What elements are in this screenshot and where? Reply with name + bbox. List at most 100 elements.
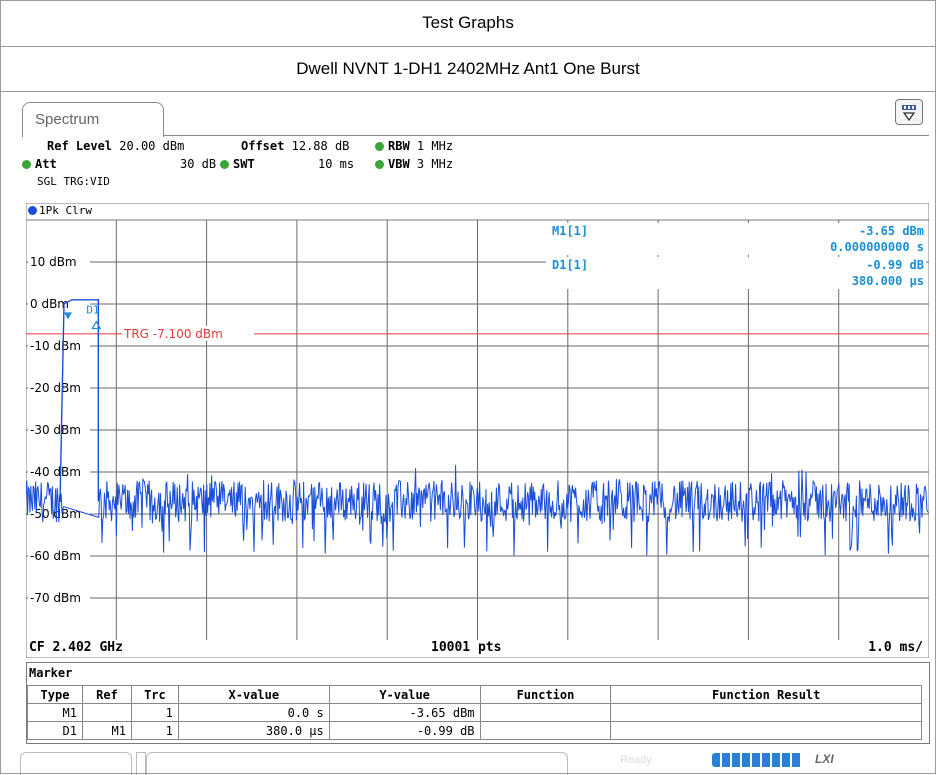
rbw-setting: RBW 1 MHz <box>375 139 453 153</box>
spectrum-plot: 10 dBm 0 dBm -10 dBm -20 dBm -30 dBm -40 dBm -… <box>26 203 929 658</box>
marker-cell <box>479 703 612 722</box>
vbw-value: 3 MHz <box>416 157 454 171</box>
y-tick-label-bg <box>28 338 90 353</box>
y-tick-label: -20 dBm <box>30 381 81 395</box>
marker-readout-bg <box>546 223 926 255</box>
y-tick-label-bg <box>28 590 90 605</box>
rbw-led-icon <box>375 142 384 151</box>
swt-value: 10 ms <box>318 157 355 171</box>
marker-d1-symbol <box>91 320 102 330</box>
marker-column-header: X-value <box>177 685 330 704</box>
y-tick-label-bg <box>28 464 90 479</box>
trace-dot-icon <box>28 206 37 215</box>
y-tick-label: -70 dBm <box>30 591 81 605</box>
att-label: Att <box>35 157 57 171</box>
marker-table: Marker Type Ref Trc X-value Y-value Function F… <box>26 662 930 744</box>
status-field-1 <box>20 752 132 775</box>
ref-level-value: 20.00 dBm <box>119 139 185 153</box>
trace-label: 1Pk Clrw <box>28 204 92 217</box>
marker-column-header: Y-value <box>328 685 481 704</box>
swt-label: SWT <box>233 157 255 171</box>
marker-cell: 0.0 s <box>177 703 330 722</box>
trace-label-text: 1Pk Clrw <box>39 204 92 217</box>
marker-header-row: Type Ref Trc X-value Y-value Function Function… <box>27 685 922 704</box>
y-tick-label: -30 dBm <box>30 423 81 437</box>
marker-grid: Type Ref Trc X-value Y-value Function Function… <box>27 685 922 740</box>
tab-divider <box>163 135 929 136</box>
marker-row: D1 M1 1 380.0 µs -0.99 dB <box>27 721 922 740</box>
marker-readout-value: -0.99 dB <box>866 258 924 272</box>
rbw-value: 1 MHz <box>416 139 454 153</box>
y-tick-label: -40 dBm <box>30 465 81 479</box>
marker-readout-bg <box>546 257 926 289</box>
marker-cell: -3.65 dBm <box>328 703 481 722</box>
att-led-icon <box>22 160 31 169</box>
tab-spectrum-label: Spectrum <box>35 111 100 128</box>
burst-trace <box>59 299 100 502</box>
y-tick-label-bg <box>28 422 90 437</box>
page-title: Test Graphs <box>0 0 936 47</box>
marker-cell: M1 <box>27 703 83 722</box>
marker-cell: D1 <box>27 721 83 740</box>
att-value: 30 dB <box>180 157 217 171</box>
marker-column-header: Ref <box>81 685 132 704</box>
marker-cell <box>610 721 922 740</box>
tab-spectrum[interactable]: Spectrum <box>22 102 164 137</box>
marker-cell: -0.99 dB <box>328 721 481 740</box>
rbw-label: RBW <box>388 139 410 153</box>
status-bar: Ready LXI <box>20 750 930 775</box>
y-tick-label: -10 dBm <box>30 339 81 353</box>
sweep-points: 10001 pts <box>431 640 502 655</box>
sweep-mode: SGL TRG:VID <box>37 175 110 188</box>
ref-level-label: Ref Level <box>47 139 113 153</box>
ref-level-setting: Ref Level 20.00 dBm <box>47 139 184 153</box>
marker-column-header: Type <box>27 685 83 704</box>
marker-cell: 1 <box>130 721 179 740</box>
marker-row: M1 1 0.0 s -3.65 dBm <box>27 703 922 722</box>
marker-cell: 380.0 µs <box>177 721 330 740</box>
time-per-division: 1.0 ms/ <box>868 640 923 655</box>
marker-m1-symbol <box>64 312 72 320</box>
y-tick-label-bg <box>28 254 90 269</box>
marker-table-title: Marker <box>29 666 73 680</box>
marker-cell <box>81 703 132 722</box>
offset-value: 12.88 dB <box>291 139 350 153</box>
menu-button[interactable] <box>895 99 923 125</box>
marker-readout-value: -3.65 dBm <box>859 224 924 238</box>
y-tick-label-bg <box>28 548 90 563</box>
marker-column-header: Function Result <box>610 685 922 704</box>
y-tick-label: 10 dBm <box>30 255 77 269</box>
marker-cell: M1 <box>81 721 132 740</box>
trigger-label-bg <box>122 325 254 341</box>
y-tick-label: 0 dBm <box>30 297 69 311</box>
status-message-field <box>146 752 568 775</box>
marker-d1-label: D1 <box>86 303 99 316</box>
marker-readout-time: 380.000 µs <box>852 274 924 288</box>
att-setting: Att <box>22 157 57 171</box>
marker-readout-label: M1[1] <box>552 224 588 238</box>
marker-column-header: Function <box>479 685 612 704</box>
menu-dropdown-icon <box>902 105 916 122</box>
lxi-logo: LXI <box>815 752 834 766</box>
vbw-led-icon <box>375 160 384 169</box>
y-tick-label-bg <box>28 380 90 395</box>
center-frequency: CF 2.402 GHz <box>29 640 123 655</box>
swt-setting: SWT <box>220 157 255 171</box>
vbw-setting: VBW 3 MHz <box>375 157 453 171</box>
noise-trace <box>26 464 929 556</box>
marker-readout-time: 0.000000000 s <box>830 240 924 254</box>
y-tick-label: -60 dBm <box>30 549 81 563</box>
plot-footer: CF 2.402 GHz 10001 pts 1.0 ms/ <box>26 640 929 658</box>
marker-readout-label: D1[1] <box>552 258 588 272</box>
trigger-label: TRG -7.100 dBm <box>123 327 223 341</box>
status-field-2 <box>136 752 146 775</box>
offset-setting: Offset 12.88 dB <box>241 139 349 153</box>
marker-cell <box>610 703 922 722</box>
progress-bar <box>712 753 802 767</box>
swt-led-icon <box>220 160 229 169</box>
offset-label: Offset <box>241 139 285 153</box>
test-subtitle: Dwell NVNT 1-DH1 2402MHz Ant1 One Burst <box>0 47 936 92</box>
status-text: Ready <box>620 754 652 766</box>
vbw-label: VBW <box>388 157 410 171</box>
marker-cell <box>479 721 612 740</box>
